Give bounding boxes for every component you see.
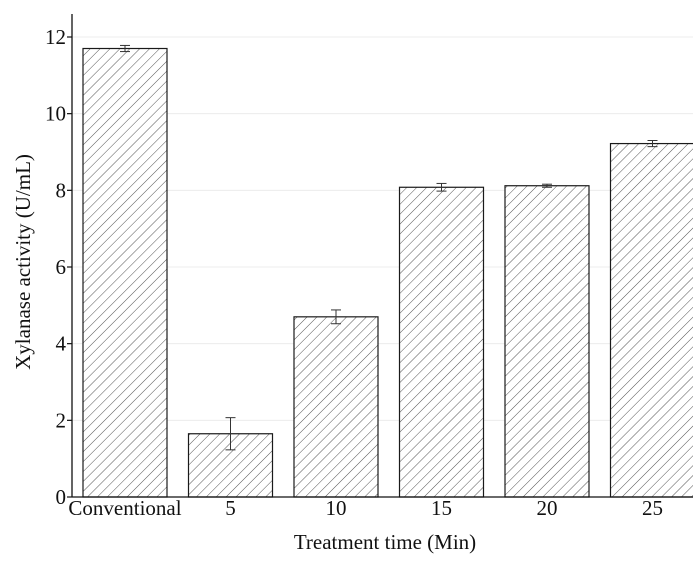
y-tick-label-4: 4: [56, 332, 67, 356]
x-tick-label-15: 15: [431, 496, 452, 520]
y-axis-title: Xylanase activity (U/mL): [11, 154, 35, 370]
x-tick-label-5: 5: [225, 496, 236, 520]
bar-25: [611, 144, 693, 497]
bars: [83, 49, 693, 498]
y-tick-label-10: 10: [45, 102, 66, 126]
x-tick-label-20: 20: [537, 496, 558, 520]
y-tick-label-12: 12: [45, 25, 66, 49]
x-axis-title: Treatment time (Min): [294, 530, 476, 554]
bar-10: [294, 317, 378, 497]
bar-conventional: [83, 49, 167, 498]
y-tick-label-8: 8: [56, 178, 67, 202]
bar-15: [400, 187, 484, 497]
y-tick-label-2: 2: [56, 408, 67, 432]
x-tick-label-conventional: Conventional: [68, 496, 181, 520]
y-tick-label-0: 0: [56, 485, 67, 509]
x-tick-label-25: 25: [642, 496, 663, 520]
bar-20: [505, 186, 589, 497]
y-tick-label-6: 6: [56, 255, 67, 279]
x-tick-label-10: 10: [326, 496, 347, 520]
